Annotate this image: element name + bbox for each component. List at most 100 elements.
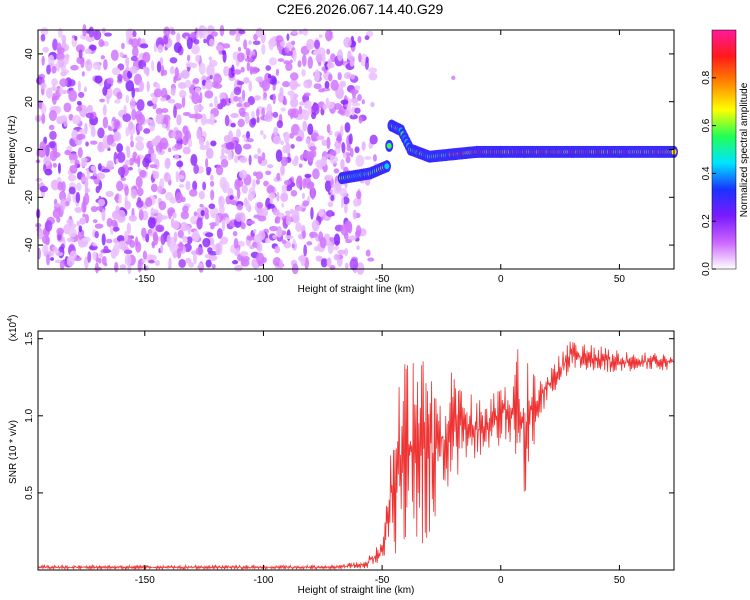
spectrogram-noise-blob <box>210 174 214 181</box>
spectrogram-y-axis-label: Frequency (Hz) <box>7 116 18 185</box>
spectrogram-noise-blob <box>124 230 129 242</box>
spectrogram-noise-blob <box>364 35 370 41</box>
spectrogram-noise-blob <box>111 67 121 76</box>
spectrogram-noise-blob <box>185 61 195 68</box>
spectrogram-noise-blob <box>125 66 130 72</box>
spectrogram-noise-blob <box>284 131 290 144</box>
spectrogram-noise-blob <box>142 51 151 63</box>
spectrogram-noise-blob <box>182 205 189 213</box>
spectrogram-noise-blob <box>149 164 158 169</box>
spectrogram-noise-blob <box>59 260 65 271</box>
spectrogram-noise-blob <box>301 54 307 67</box>
spectrogram-noise-blob <box>350 73 356 80</box>
spectrogram-noise-blob <box>243 197 248 208</box>
spectrogram-noise-blob <box>192 77 200 84</box>
spectrogram-noise-blob <box>300 254 306 267</box>
spectrogram-noise-blob <box>43 163 47 173</box>
spectrogram-noise-blob <box>233 95 239 102</box>
spectrogram-noise-blob <box>92 219 98 224</box>
spectrogram-noise-blob <box>60 198 66 211</box>
spectrogram-noise-blob <box>193 113 203 120</box>
spectrogram-noise-blob <box>301 230 306 239</box>
spectrogram-noise-blob <box>251 50 255 55</box>
colorbar-tick-label: 0.8 <box>701 70 712 84</box>
spectrogram-noise-blob <box>113 131 122 142</box>
spectrogram-noise-blob <box>101 168 111 173</box>
spectrogram-noise-blob <box>145 264 149 272</box>
spectrogram-noise-blob <box>280 140 284 146</box>
spectrogram-noise-blob <box>303 92 311 97</box>
spectrogram-noise-blob <box>142 66 147 71</box>
spectrogram-noise-blob <box>74 207 83 213</box>
spectrogram-noise-blob <box>254 95 262 101</box>
spectrogram-noise-blob <box>128 166 133 171</box>
spectrogram-noise-blob <box>124 185 129 196</box>
spectrogram-noise-blob <box>340 196 345 209</box>
spectrogram-noise-blob <box>205 147 214 159</box>
spectrogram-noise-blob <box>321 139 328 146</box>
spectrogram-noise-blob <box>130 188 137 199</box>
spectrogram-noise-blob <box>74 161 78 168</box>
spectrogram-noise-blob <box>286 229 291 241</box>
spectrogram-noise-blob <box>355 190 362 200</box>
spectrogram-noise-blob <box>80 161 88 167</box>
spectrogram-noise-blob <box>210 140 217 147</box>
spectrogram-noise-blob <box>110 49 119 61</box>
spectrogram-noise-blob <box>78 225 83 233</box>
spectrogram-noise-blob <box>95 185 101 194</box>
spectrogram-noise-blob <box>123 105 127 115</box>
spectrogram-noise-blob <box>130 97 136 110</box>
spectrogram-noise-blob <box>160 244 164 254</box>
spectrogram-noise-blob <box>283 60 291 65</box>
spectrogram-noise-blob <box>198 190 205 200</box>
spectrogram-noise-blob <box>85 141 89 147</box>
spectrogram-noise-blob <box>308 104 312 116</box>
spectrogram-noise-blob <box>193 39 200 45</box>
spectrogram-noise-blob <box>236 81 245 86</box>
spectrogram-noise-blob <box>128 121 134 131</box>
spectrogram-noise-blob <box>229 29 236 36</box>
spectrogram-noise-blob <box>327 241 334 255</box>
spectrogram-noise-blob <box>313 39 321 50</box>
spectrogram-noise-blob <box>79 128 87 134</box>
spectrogram-noise-blob <box>191 91 200 105</box>
spectrogram-noise-blob <box>141 227 147 238</box>
spectrogram-noise-blob <box>161 69 168 76</box>
spectrogram-noise-blob <box>333 245 340 251</box>
spectrogram-noise-blob <box>88 26 95 38</box>
spectrogram-noise-blob <box>181 95 186 108</box>
spectrogram-noise-blob <box>236 203 243 211</box>
spectrogram-noise-blob <box>68 89 78 102</box>
spectrogram-noise-blob <box>75 44 85 53</box>
spectrogram-noise-blob <box>268 57 277 66</box>
spectrogram-noise-blob <box>90 126 96 138</box>
spectrogram-noise-blob <box>181 69 190 79</box>
spectrogram-noise-blob <box>344 262 349 269</box>
spectrogram-noise-blob <box>49 130 57 140</box>
spectrogram-noise-blob <box>136 99 145 112</box>
spectrogram-noise-blob <box>189 189 198 197</box>
snr-x-axis-label: Height of straight line (km) <box>298 585 415 596</box>
spectrogram-noise-blob <box>208 38 215 47</box>
spectrogram-noise-blob <box>283 179 292 186</box>
spectrogram-noise-blob <box>147 100 154 107</box>
spectrogram-noise-blob <box>205 259 212 268</box>
spectrogram-noise-blob <box>229 200 238 206</box>
spectrogram-noise-blob <box>259 130 264 136</box>
spectrogram-noise-blob <box>97 163 102 171</box>
spectrogram-noise-blob <box>190 44 200 55</box>
spectrogram-noise-blob <box>84 48 92 55</box>
spectrogram-noise-blob <box>277 92 284 103</box>
x-tick-label: 50 <box>614 274 626 285</box>
spectrogram-noise-blob <box>68 227 77 238</box>
spectrogram-noise-blob <box>137 155 141 168</box>
spectrogram-noise-blob <box>307 123 314 136</box>
spectrogram-noise-blob <box>97 198 106 207</box>
spectrogram-noise-blob <box>282 81 291 88</box>
spectrogram-noise-blob <box>138 209 144 221</box>
spectrogram-noise-blob <box>235 35 241 42</box>
spectrogram-noise-blob <box>361 141 366 151</box>
spectrogram-noise-blob <box>302 28 309 36</box>
spectrogram-noise-blob <box>198 263 203 267</box>
